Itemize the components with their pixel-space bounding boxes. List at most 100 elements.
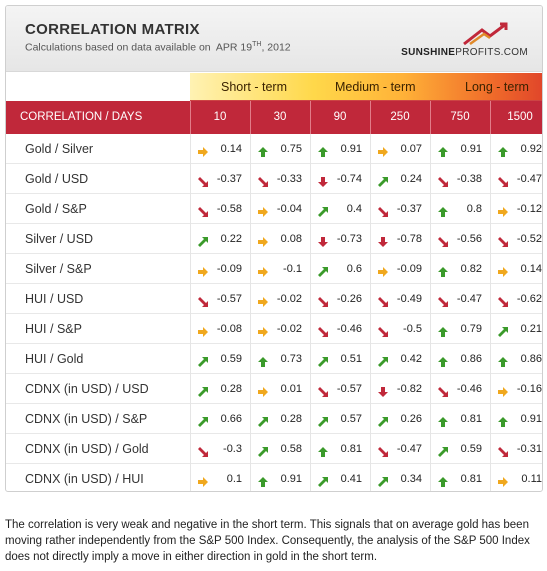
column-header-90-days: 90	[333, 111, 347, 123]
correlation-value: 0.28	[220, 383, 242, 395]
arrow-up-icon	[318, 144, 328, 157]
arrow-down-right-icon	[438, 174, 448, 187]
correlation-value: 0.66	[220, 413, 242, 425]
correlation-value: -0.1	[283, 263, 302, 275]
correlation-value: 0.08	[280, 233, 302, 245]
row-label: HUI / USD	[25, 292, 84, 306]
correlation-value: -0.02	[276, 323, 302, 335]
correlation-value: 0.14	[220, 143, 242, 155]
table-row: Silver / USD 0.22 0.08 -0.73 -0.78 -0.56 -0.52	[6, 224, 542, 254]
cell-separator	[250, 284, 251, 314]
correlation-cell-750-days: -0.46	[430, 374, 490, 404]
arrow-right-icon	[198, 264, 208, 277]
row-label: CDNX (in USD) / HUI	[25, 472, 144, 486]
arrow-right-icon	[258, 294, 268, 307]
correlation-value: 0.4	[346, 203, 362, 215]
correlation-value: 0.01	[280, 383, 302, 395]
arrow-right-icon	[258, 264, 268, 277]
correlation-cell-10-days: -0.57	[190, 284, 250, 314]
arrow-right-icon	[258, 234, 268, 247]
cell-separator	[490, 314, 491, 344]
correlation-value: -0.38	[456, 173, 482, 185]
correlation-cell-750-days: 0.82	[430, 254, 490, 284]
arrow-up-right-icon	[198, 354, 208, 367]
analysis-text: The correlation is very weak and negativ…	[5, 519, 530, 563]
cell-separator	[190, 164, 191, 194]
correlation-value: -0.62	[516, 293, 542, 305]
correlation-cell-250-days: 0.26	[370, 404, 430, 434]
column-header-row: CORRELATION / DAYS 10 30 90 250 750 1500	[6, 101, 542, 134]
cell-separator	[430, 224, 431, 254]
cell-separator	[430, 464, 431, 491]
correlation-value: 0.86	[520, 353, 542, 365]
correlation-cell-750-days: -0.56	[430, 224, 490, 254]
correlation-cell-750-days: 0.79	[430, 314, 490, 344]
row-label: CDNX (in USD) / Gold	[25, 442, 149, 456]
correlation-cell-30-days: -0.02	[250, 314, 310, 344]
subtitle-date: APR 19	[215, 41, 253, 54]
arrow-up-right-icon	[378, 474, 388, 487]
correlation-cell-30-days: 0.28	[250, 404, 310, 434]
correlation-value: 0.59	[460, 443, 482, 455]
arrow-up-right-icon	[258, 414, 268, 427]
correlation-value: -0.57	[216, 293, 242, 305]
arrow-down-right-icon	[318, 384, 328, 397]
correlation-cell-250-days: -0.5	[370, 314, 430, 344]
correlation-cell-1500-days: 0.21	[490, 314, 542, 344]
correlation-value: 0.42	[400, 353, 422, 365]
correlation-value: -0.47	[396, 443, 422, 455]
correlation-value: -0.46	[456, 383, 482, 395]
arrow-up-icon	[438, 414, 448, 427]
correlation-cell-90-days: 0.91	[310, 134, 370, 164]
cell-separator	[370, 284, 371, 314]
table-row: HUI / USD -0.57 -0.02 -0.26 -0.49 -0.47 -0.62	[6, 284, 542, 314]
cell-separator	[250, 464, 251, 491]
cell-separator	[370, 344, 371, 374]
correlation-value: 0.22	[220, 233, 242, 245]
correlation-value: 0.24	[400, 173, 422, 185]
arrow-down-right-icon	[378, 294, 388, 307]
arrow-up-icon	[438, 264, 448, 277]
cell-separator	[190, 224, 191, 254]
arrow-down-right-icon	[318, 324, 328, 337]
cell-separator	[250, 254, 251, 284]
arrow-down-icon	[378, 234, 388, 247]
row-label: CDNX (in USD) / S&P	[25, 412, 148, 426]
correlation-value: 0.79	[460, 323, 482, 335]
arrow-right-icon	[198, 144, 208, 157]
cell-separator	[310, 404, 311, 434]
correlation-cell-1500-days: 0.14	[490, 254, 542, 284]
correlation-cell-30-days: -0.02	[250, 284, 310, 314]
arrow-up-icon	[438, 204, 448, 217]
row-label: Silver / USD	[25, 232, 94, 246]
correlation-cell-1500-days: -0.62	[490, 284, 542, 314]
table-row: HUI / Gold 0.59 0.73 0.51 0.42 0.86 0.86	[6, 344, 542, 374]
correlation-cell-30-days: -0.1	[250, 254, 310, 284]
correlation-value: 0.26	[400, 413, 422, 425]
header-separator	[190, 101, 191, 134]
correlation-value: 0.91	[280, 473, 302, 485]
cell-separator	[190, 314, 191, 344]
correlation-value: 0.41	[340, 473, 362, 485]
correlation-value: 0.8	[466, 203, 482, 215]
correlation-cell-10-days: 0.14	[190, 134, 250, 164]
cell-separator	[310, 224, 311, 254]
correlation-cell-90-days: 0.57	[310, 404, 370, 434]
cell-separator	[250, 434, 251, 464]
correlation-cell-90-days: -0.73	[310, 224, 370, 254]
correlation-value: -0.3	[223, 443, 242, 455]
table-row: HUI / S&P -0.08 -0.02 -0.46 -0.5 0.79 0.21	[6, 314, 542, 344]
table-row: Silver / S&P -0.09 -0.1 0.6 -0.09 0.82 0.14	[6, 254, 542, 284]
correlation-value: 0.91	[340, 143, 362, 155]
arrow-right-icon	[498, 204, 508, 217]
arrow-down-right-icon	[498, 294, 508, 307]
arrow-down-right-icon	[498, 174, 508, 187]
cell-separator	[430, 134, 431, 164]
cell-separator	[370, 464, 371, 491]
logo-sunrise-icon	[463, 22, 508, 46]
correlation-value: 0.07	[400, 143, 422, 155]
arrow-down-right-icon	[438, 294, 448, 307]
cell-separator	[250, 404, 251, 434]
correlation-cell-90-days: 0.41	[310, 464, 370, 491]
cell-separator	[370, 314, 371, 344]
